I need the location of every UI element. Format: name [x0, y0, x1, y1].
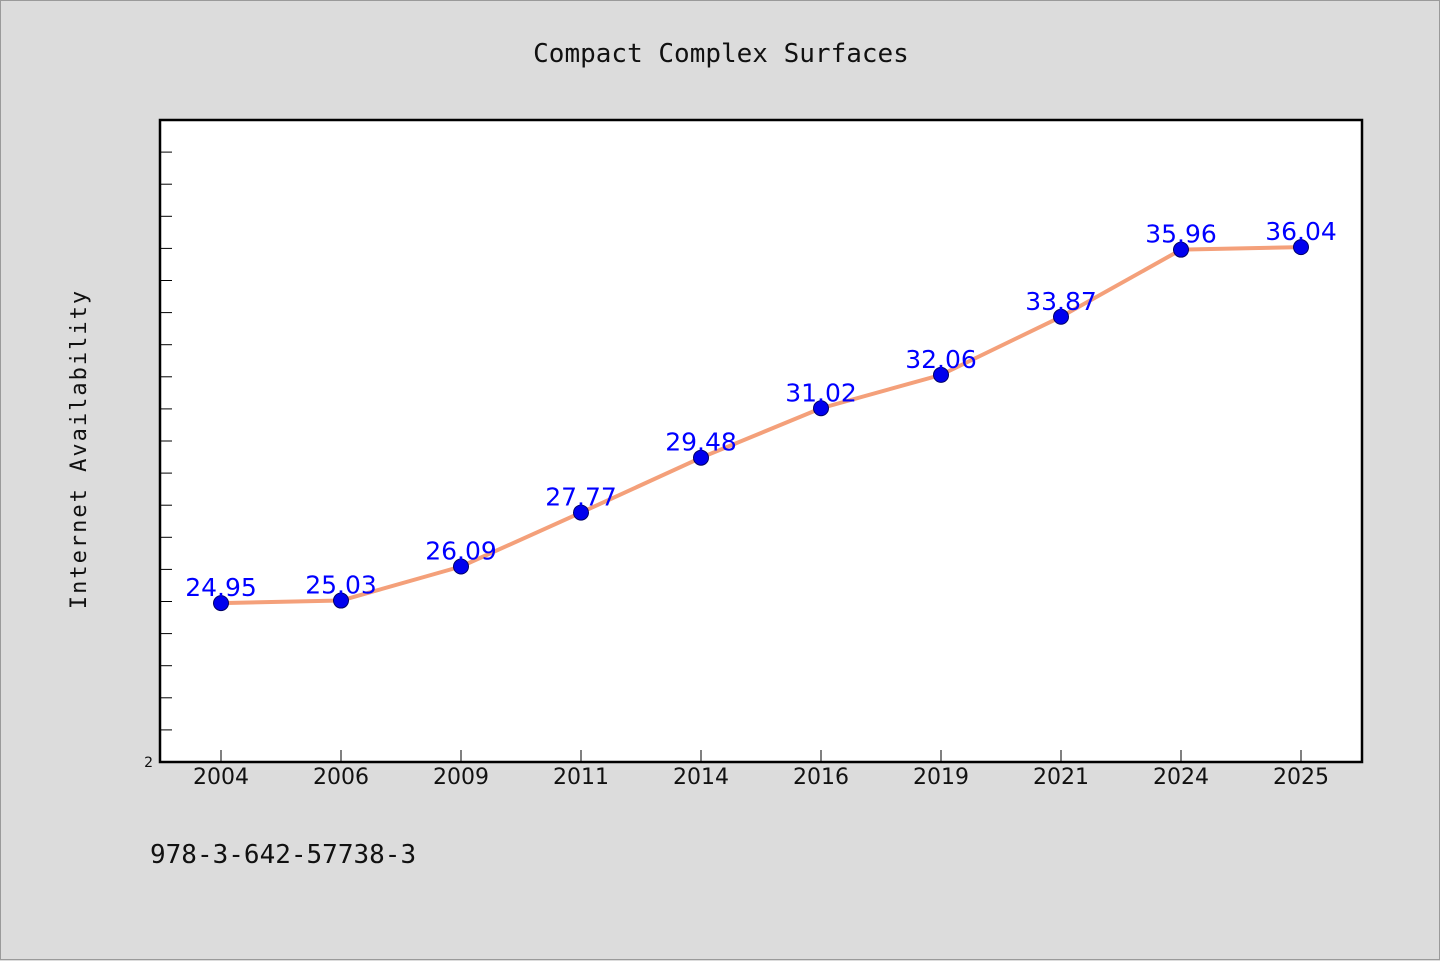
y-axis-label: Internet Availability [67, 289, 92, 609]
x-axis-ticks [220, 750, 1302, 762]
data-label: 33.87 [1025, 287, 1097, 316]
x-tick-label: 2004 [193, 765, 249, 790]
data-points [213, 239, 1309, 612]
x-axis-tick-labels: 2004 2006 2009 2011 2014 2016 2019 2021 2024 2025 [193, 765, 1329, 790]
y-tick-label: 2 [144, 755, 153, 771]
data-label: 35.96 [1145, 220, 1217, 249]
data-point [693, 449, 709, 466]
chart-title: Compact Complex Surfaces [533, 39, 909, 69]
data-point [1293, 239, 1309, 256]
y-axis-ticks [160, 151, 172, 731]
x-tick-label: 2011 [553, 765, 609, 790]
x-tick-label: 2014 [673, 765, 729, 790]
data-point [453, 558, 469, 575]
series-line [219, 245, 1303, 606]
data-point [333, 592, 349, 609]
data-label: 27.77 [545, 483, 617, 512]
data-labels: 24.95 25.03 26.09 27.77 29.48 31.02 32.06 33.87… [185, 217, 1337, 602]
x-tick-label: 2006 [313, 765, 369, 790]
data-label: 36.04 [1265, 217, 1337, 246]
data-label: 26.09 [425, 537, 497, 566]
data-label: 32.06 [905, 345, 977, 374]
data-point [213, 595, 229, 612]
x-tick-label: 2009 [433, 765, 489, 790]
footnote-isbn: 978-3-642-57738-3 [150, 840, 416, 870]
x-tick-label: 2019 [913, 765, 969, 790]
data-point [573, 504, 589, 521]
data-point [933, 366, 949, 383]
x-tick-label: 2025 [1273, 765, 1329, 790]
plot-area [158, 118, 1364, 764]
data-label: 25.03 [305, 571, 377, 600]
data-point [1053, 308, 1069, 325]
x-tick-label: 2016 [793, 765, 849, 790]
x-tick-label: 2021 [1033, 765, 1089, 790]
data-label: 29.48 [665, 428, 737, 457]
data-label: 24.95 [185, 573, 257, 602]
data-point [813, 400, 829, 417]
data-point [1173, 241, 1189, 258]
x-tick-label: 2024 [1153, 765, 1209, 790]
data-label: 31.02 [785, 378, 857, 407]
